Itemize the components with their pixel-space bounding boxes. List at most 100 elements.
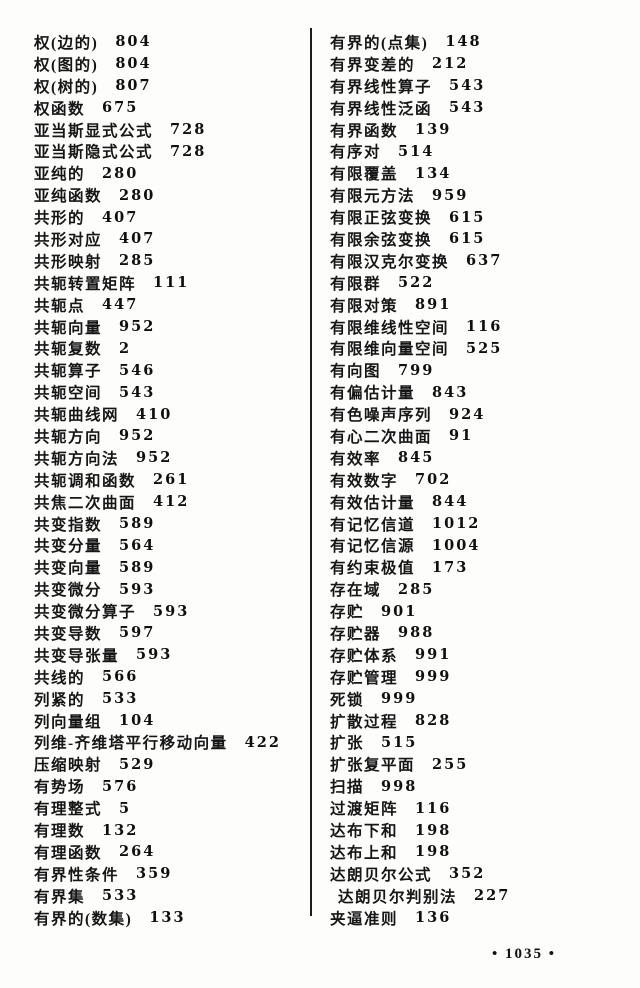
entry-page-ref: 844 bbox=[432, 493, 469, 511]
entry-term: 有界变差的 bbox=[330, 56, 416, 74]
index-entry: 有限正弦变换 615 bbox=[330, 206, 630, 228]
entry-term: 夹逼准则 bbox=[330, 910, 399, 928]
index-entry: 有限余弦变换 615 bbox=[330, 228, 630, 250]
entry-term: 存贮 bbox=[330, 604, 365, 622]
entry-term: 共轭调和函数 bbox=[34, 472, 137, 490]
entry-term: 有限群 bbox=[330, 275, 382, 293]
entry-term: 共线的 bbox=[34, 669, 86, 687]
entry-term: 扩张 bbox=[330, 735, 365, 753]
entry-page-ref: 702 bbox=[415, 471, 452, 489]
index-entry: 有界的(点集) 148 bbox=[330, 31, 630, 53]
entry-term: 共轭方向法 bbox=[34, 450, 120, 468]
index-entry: 扫描 998 bbox=[330, 775, 630, 797]
index-entry: 共变微分 593 bbox=[34, 578, 306, 600]
entry-term: 有限维向量空间 bbox=[330, 341, 450, 359]
index-entry: 共变导数 597 bbox=[34, 622, 306, 644]
entry-page-ref: 148 bbox=[445, 33, 482, 51]
index-entry: 有色噪声序列 924 bbox=[330, 403, 630, 425]
entry-term: 有偏估计量 bbox=[330, 385, 416, 403]
entry-page-ref: 593 bbox=[153, 602, 190, 620]
entry-term: 有约束极值 bbox=[330, 560, 416, 578]
index-entry: 存贮管理 999 bbox=[330, 666, 630, 688]
entry-page-ref: 352 bbox=[449, 865, 486, 883]
entry-page-ref: 407 bbox=[102, 208, 139, 226]
entry-term: 共轭方向 bbox=[34, 428, 103, 446]
entry-term: 有界线性算子 bbox=[330, 78, 433, 96]
entry-page-ref: 804 bbox=[115, 33, 152, 51]
entry-term: 有界的(数集) bbox=[34, 910, 133, 928]
entry-page-ref: 261 bbox=[153, 471, 190, 489]
entry-term: 共轭复数 bbox=[34, 341, 103, 359]
entry-term: 存贮管理 bbox=[330, 669, 399, 687]
index-entry: 共形的 407 bbox=[34, 206, 306, 228]
index-entry: 有界函数 139 bbox=[330, 119, 630, 141]
entry-page-ref: 515 bbox=[381, 733, 418, 751]
entry-term: 共变微分 bbox=[34, 582, 103, 600]
entry-page-ref: 407 bbox=[119, 230, 156, 248]
index-entry: 存在域 285 bbox=[330, 578, 630, 600]
index-entry: 扩散过程 828 bbox=[330, 710, 630, 732]
index-entry: 有约束极值 173 bbox=[330, 556, 630, 578]
entry-term: 有势场 bbox=[34, 779, 86, 797]
column-divider-rule bbox=[310, 28, 312, 916]
entry-term: 有限元方法 bbox=[330, 188, 416, 206]
entry-page-ref: 952 bbox=[119, 427, 156, 445]
entry-page-ref: 675 bbox=[102, 99, 139, 117]
index-entry: 有偏估计量 843 bbox=[330, 381, 630, 403]
entry-page-ref: 999 bbox=[415, 668, 452, 686]
entry-page-ref: 637 bbox=[466, 252, 503, 270]
index-entry: 有限对策 891 bbox=[330, 294, 630, 316]
entry-term: 扫描 bbox=[330, 779, 365, 797]
entry-page-ref: 799 bbox=[398, 361, 435, 379]
entry-page-ref: 227 bbox=[474, 887, 511, 905]
entry-page-ref: 576 bbox=[102, 777, 139, 795]
index-entry: 存贮体系 991 bbox=[330, 644, 630, 666]
entry-term: 有界的(点集) bbox=[330, 34, 429, 52]
entry-page-ref: 359 bbox=[136, 865, 173, 883]
entry-page-ref: 529 bbox=[119, 755, 156, 773]
entry-term: 有界集 bbox=[34, 888, 86, 906]
entry-page-ref: 1004 bbox=[432, 536, 481, 554]
entry-page-ref: 952 bbox=[119, 318, 156, 336]
index-entry: 共轭空间 543 bbox=[34, 381, 306, 403]
entry-term: 存贮体系 bbox=[330, 647, 399, 665]
entry-page-ref: 1012 bbox=[432, 515, 481, 533]
entry-term: 列紧的 bbox=[34, 691, 86, 709]
entry-term: 达朗贝尔判别法 bbox=[338, 888, 458, 906]
index-entry: 共轭算子 546 bbox=[34, 359, 306, 381]
index-entry: 共线的 566 bbox=[34, 666, 306, 688]
entry-term: 共变向量 bbox=[34, 560, 103, 578]
entry-page-ref: 132 bbox=[102, 821, 139, 839]
entry-term: 权函数 bbox=[34, 100, 86, 118]
index-right-column: 有界的(点集) 148 有界变差的 212 有界线性算子 543 有界线性泛函 543 有界函数… bbox=[330, 31, 630, 929]
entry-term: 亚当斯显式公式 bbox=[34, 122, 154, 140]
entry-term: 有理函数 bbox=[34, 844, 103, 862]
entry-page-ref: 593 bbox=[119, 580, 156, 598]
index-entry: 权(图的) 804 bbox=[34, 53, 306, 75]
entry-term: 压缩映射 bbox=[34, 757, 103, 775]
entry-term: 权(树的) bbox=[34, 78, 99, 96]
entry-term: 共形的 bbox=[34, 210, 86, 228]
entry-term: 列向量组 bbox=[34, 713, 103, 731]
entry-term: 共变分量 bbox=[34, 538, 103, 556]
entry-term: 有记忆信源 bbox=[330, 538, 416, 556]
index-entry: 有理数 132 bbox=[34, 819, 306, 841]
index-entry: 亚当斯显式公式 728 bbox=[34, 119, 306, 141]
entry-term: 有限维线性空间 bbox=[330, 319, 450, 337]
entry-page-ref: 139 bbox=[415, 121, 452, 138]
entry-page-ref: 111 bbox=[153, 274, 190, 292]
entry-page-ref: 593 bbox=[136, 646, 173, 664]
entry-term: 有色噪声序列 bbox=[330, 407, 433, 425]
entry-page-ref: 285 bbox=[119, 252, 156, 270]
index-entry: 有限元方法 959 bbox=[330, 184, 630, 206]
index-entry: 共轭调和函数 261 bbox=[34, 469, 306, 491]
entry-term: 过渡矩阵 bbox=[330, 801, 399, 819]
entry-term: 权(图的) bbox=[34, 56, 99, 74]
index-entry: 死锁 999 bbox=[330, 688, 630, 710]
entry-page-ref: 447 bbox=[102, 296, 139, 314]
entry-term: 共轭曲线网 bbox=[34, 407, 120, 425]
entry-page-ref: 2 bbox=[119, 339, 132, 357]
entry-term: 共变导张量 bbox=[34, 647, 120, 665]
entry-term: 有限正弦变换 bbox=[330, 210, 433, 228]
